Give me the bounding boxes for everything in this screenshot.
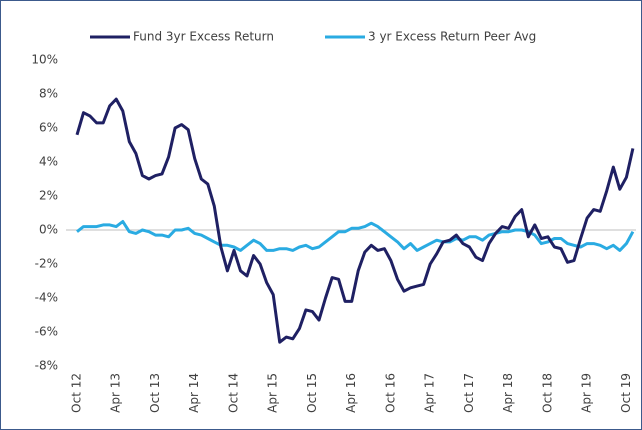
x-tick-label: Apr 18 — [501, 373, 515, 413]
y-tick-label: -2% — [35, 257, 58, 271]
y-tick-label: 10% — [31, 53, 58, 67]
x-tick-label: Oct 19 — [619, 373, 633, 413]
y-tick-label: -8% — [35, 359, 58, 373]
legend-label: Fund 3yr Excess Return — [133, 30, 274, 44]
y-tick-label: 6% — [39, 121, 58, 135]
x-tick-label: Apr 15 — [266, 373, 280, 413]
x-tick-label: Oct 16 — [383, 373, 397, 413]
x-tick-label: Apr 19 — [580, 373, 594, 413]
y-tick-label: -6% — [35, 325, 58, 339]
x-tick-label: Apr 13 — [109, 373, 123, 413]
series-line — [76, 220, 635, 252]
x-tick-label: Apr 16 — [344, 373, 358, 413]
series-line — [75, 97, 635, 344]
y-tick-label: -4% — [35, 291, 58, 305]
y-tick-label: 4% — [39, 155, 58, 169]
legend-label: 3 yr Excess Return Peer Avg — [368, 30, 536, 44]
x-tick-label: Oct 18 — [540, 373, 554, 413]
x-tick-label: Oct 12 — [70, 373, 84, 413]
x-tick-label: Oct 13 — [148, 373, 162, 413]
y-tick-label: 2% — [39, 189, 58, 203]
y-tick-label: 8% — [39, 87, 58, 101]
y-tick-label: 0% — [39, 223, 58, 237]
x-tick-label: Oct 17 — [462, 373, 476, 413]
x-tick-label: Oct 14 — [226, 373, 240, 413]
x-tick-label: Apr 17 — [423, 373, 437, 413]
x-tick-label: Oct 15 — [305, 373, 319, 413]
x-tick-label: Apr 14 — [187, 373, 201, 413]
